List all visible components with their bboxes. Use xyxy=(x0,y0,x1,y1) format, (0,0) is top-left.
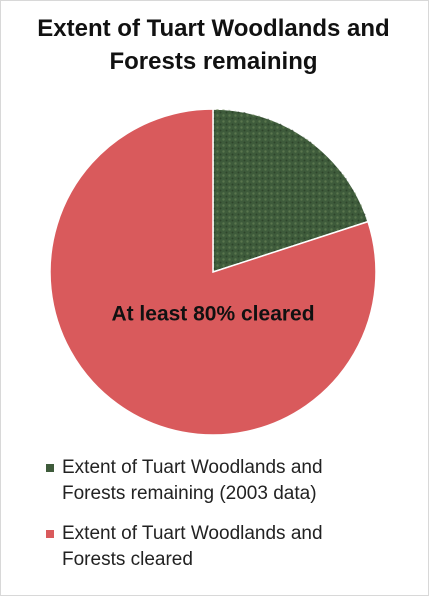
pie-slice xyxy=(49,108,377,436)
legend-entry: Extent of Tuart Woodlands and Forests cl… xyxy=(44,521,382,573)
legend-label: Extent of Tuart Woodlands and Forests re… xyxy=(62,457,323,504)
legend-label: Extent of Tuart Woodlands and Forests cl… xyxy=(62,523,323,570)
legend: Extent of Tuart Woodlands and Forests re… xyxy=(44,455,404,587)
legend-entry: Extent of Tuart Woodlands and Forests re… xyxy=(44,455,382,507)
legend-swatch xyxy=(46,464,54,472)
chart-title: Extent of Tuart Woodlands and Forests re… xyxy=(37,15,390,75)
slice-texture xyxy=(213,109,369,272)
chart: At least 80% cleared xyxy=(49,108,377,436)
annotation: At least 80% cleared xyxy=(111,303,314,326)
legend-swatch xyxy=(46,530,54,538)
